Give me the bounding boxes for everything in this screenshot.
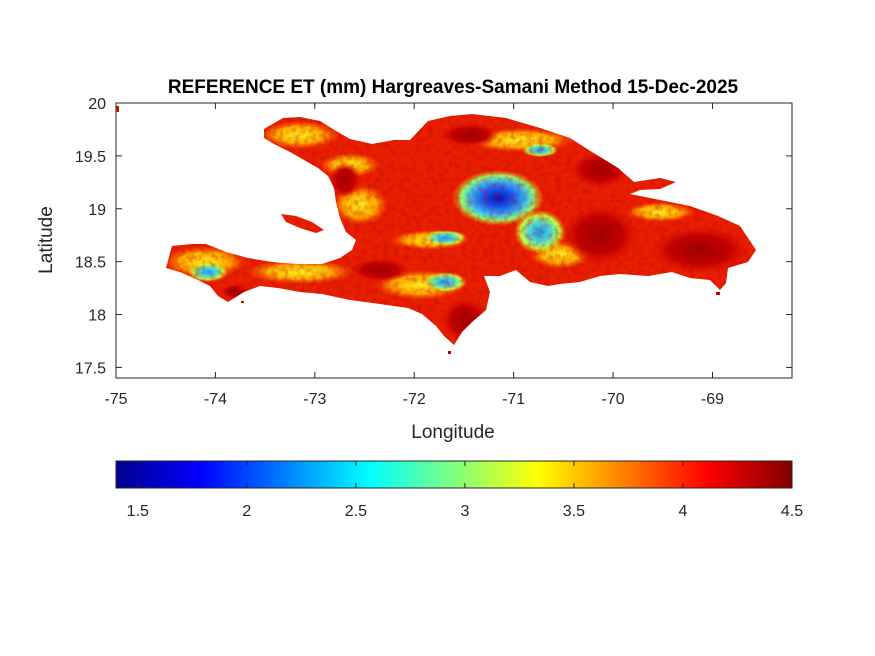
y-tick-label: 18.5: [75, 255, 106, 272]
y-tick-label: 19.5: [75, 149, 106, 166]
colorbar-tick-label: 1.5: [127, 503, 149, 520]
x-tick-label: -72: [403, 391, 426, 408]
colorbar-tick-label: 3.5: [563, 503, 585, 520]
y-tick-label: 19: [88, 202, 106, 219]
chart-title: REFERENCE ET (mm) Hargreaves-Samani Meth…: [168, 77, 739, 98]
colorbar-tick-label: 2.5: [345, 503, 367, 520]
y-axis-ticks: 17.5 18 18.5 19 19.5 20: [75, 96, 792, 377]
colorbar-ticks: 1.5 2 2.5 3 3.5 4 4.5: [127, 461, 803, 520]
x-axis-ticks: -75 -74 -73 -72 -71 -70 -69: [104, 103, 724, 408]
x-tick-label: -73: [303, 391, 326, 408]
colorbar: [115, 460, 793, 489]
x-tick-label: -69: [701, 391, 724, 408]
x-tick-label: -75: [104, 391, 127, 408]
colorbar-tick-label: 2: [242, 503, 251, 520]
colorbar-tick-label: 3: [460, 503, 469, 520]
x-tick-label: -70: [601, 391, 624, 408]
colorbar-tick-label: 4.5: [781, 503, 803, 520]
x-axis-label: Longitude: [411, 422, 494, 443]
y-tick-label: 20: [88, 96, 106, 113]
x-tick-label: -71: [502, 391, 525, 408]
y-tick-label: 17.5: [75, 360, 106, 377]
y-axis-label: Latitude: [36, 206, 57, 274]
colorbar-tick-label: 4: [679, 503, 688, 520]
y-tick-label: 18: [88, 308, 106, 325]
x-tick-label: -74: [204, 391, 227, 408]
